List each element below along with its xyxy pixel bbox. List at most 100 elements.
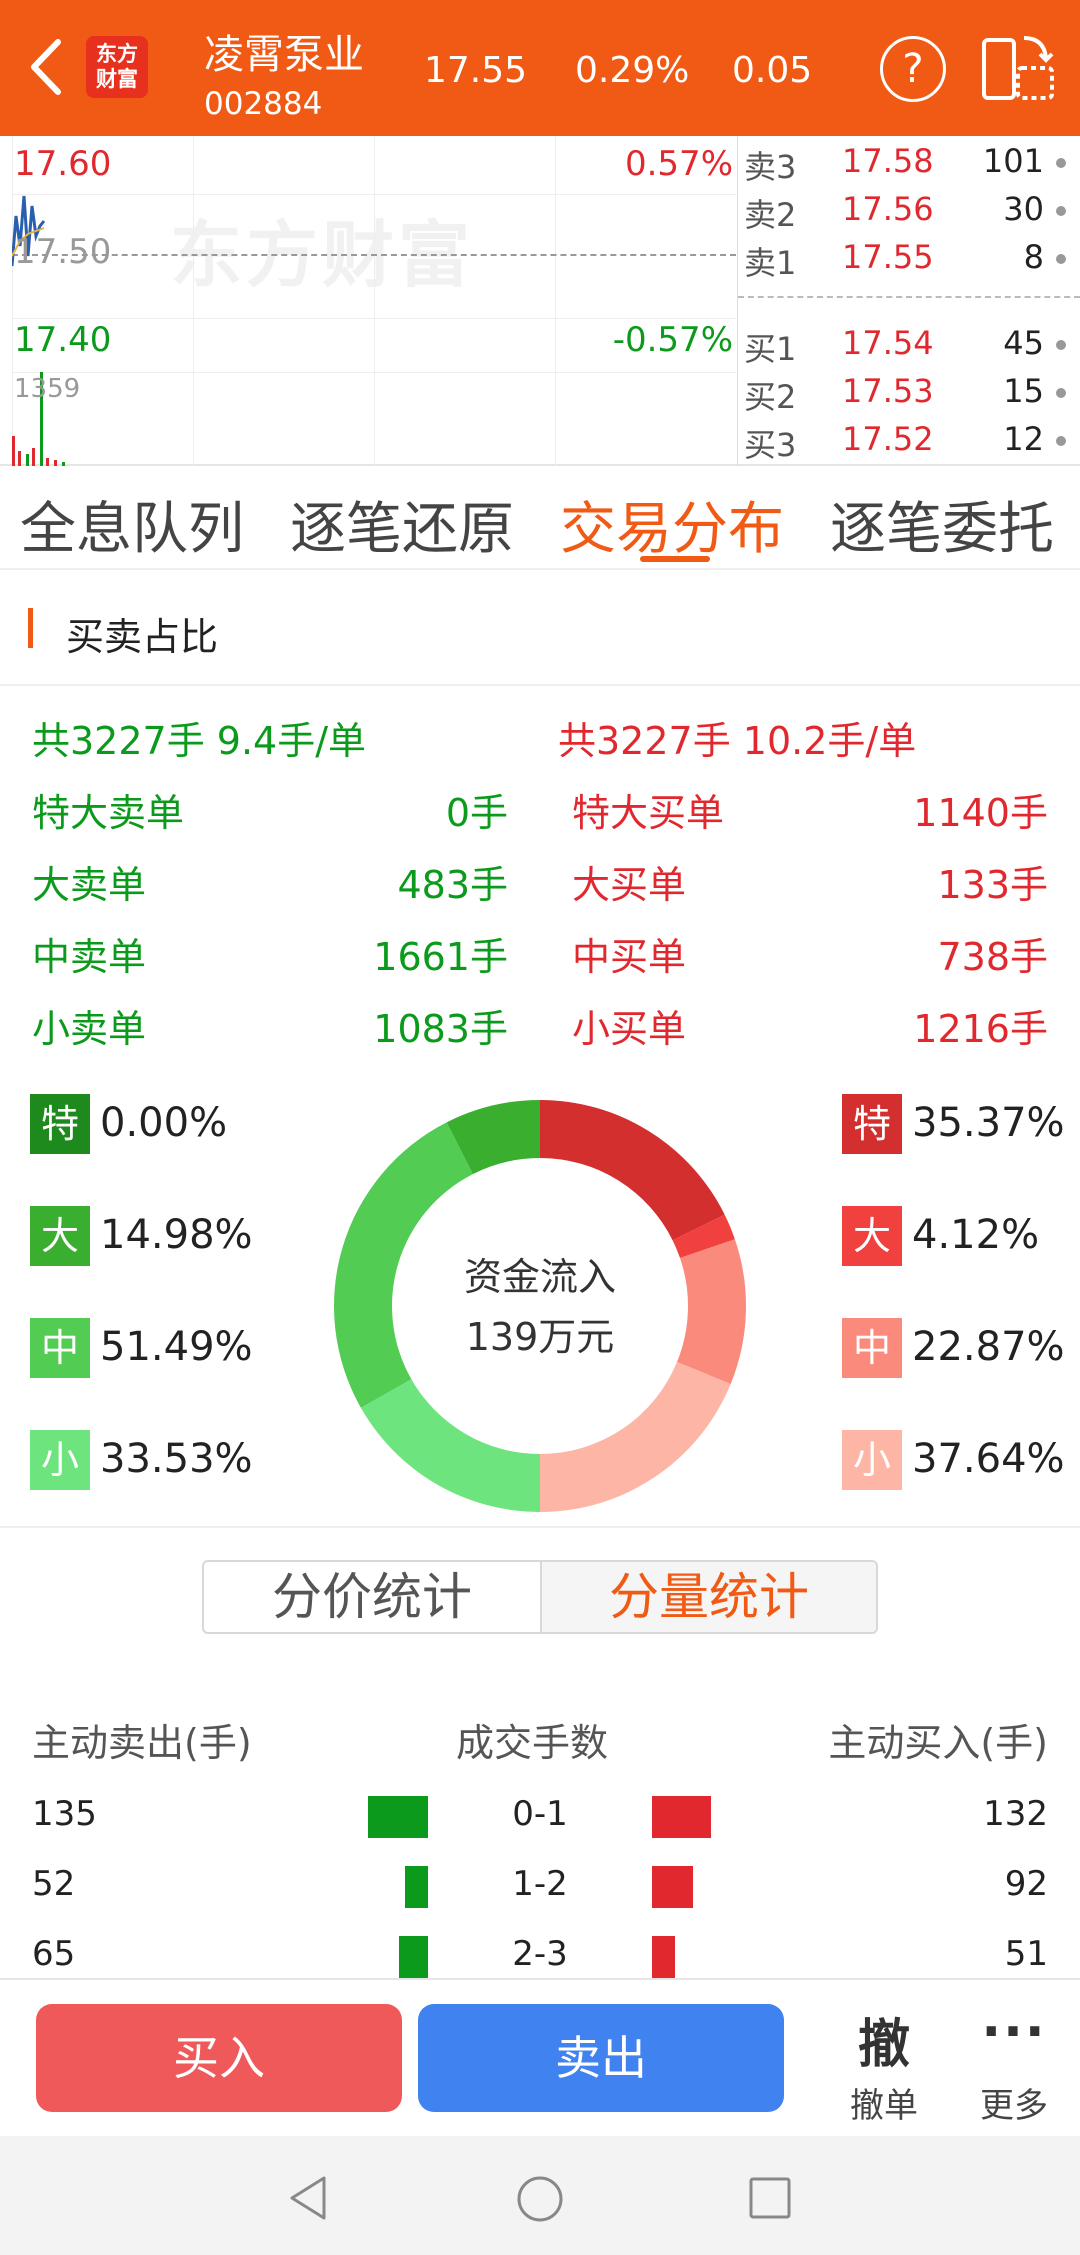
buy-bar <box>652 1936 675 1978</box>
bid-price: 17.53 <box>842 372 934 410</box>
section-title: 买卖占比 <box>66 615 219 659</box>
more-button[interactable]: ··· 更多 <box>954 2002 1074 2127</box>
prev-close-line <box>12 254 736 256</box>
system-navigation-bar <box>0 2136 1080 2255</box>
buy-value-l: 133手 <box>937 863 1048 907</box>
back-triangle-icon[interactable] <box>286 2174 330 2222</box>
donut-center-value: 139万元 <box>465 1315 615 1359</box>
dot-icon <box>1056 158 1066 168</box>
sell-s-pct: 33.53% <box>100 1436 253 1482</box>
active-tab-indicator <box>640 556 710 562</box>
buy-l-pct: 4.12% <box>912 1212 1040 1258</box>
tab-tick-orders[interactable]: 逐笔委托 <box>830 497 1054 562</box>
buy-label-l: 大买单 <box>572 863 687 907</box>
table-row: 65 2-3 51 <box>0 1924 1080 1978</box>
landscape-switch-button[interactable] <box>980 32 1056 104</box>
chart-high-price: 17.60 <box>14 144 112 184</box>
grid-line <box>12 136 13 466</box>
change-amount: 0.05 <box>732 50 813 91</box>
col-header-active-buy: 主动买入(手) <box>828 1721 1048 1765</box>
donut-sell-segment <box>334 1122 473 1408</box>
buy-label-s: 小买单 <box>572 1007 687 1051</box>
buy-bar <box>652 1866 693 1908</box>
bid-row[interactable]: 买2 17.53 15 <box>738 368 1080 416</box>
lot-range: 1-2 <box>512 1864 568 1904</box>
dot-icon <box>1056 340 1066 350</box>
ask-label: 卖1 <box>744 244 797 282</box>
more-label: 更多 <box>980 2086 1048 2126</box>
detail-tabs: 全息队列 逐笔还原 交易分布 逐笔委托 <box>0 466 1080 570</box>
donut-buy-segment <box>672 1214 735 1259</box>
seg-by-volume[interactable]: 分量统计 <box>540 1562 876 1632</box>
bid-price: 17.54 <box>842 324 934 362</box>
chart-high-pct: 0.57% <box>624 144 733 184</box>
tab-full-queue[interactable]: 全息队列 <box>20 497 244 562</box>
donut-buy-segment <box>676 1239 746 1384</box>
bid-row[interactable]: 买3 17.52 12 <box>738 416 1080 464</box>
badge-m-buy: 中 <box>842 1318 902 1378</box>
bid-row[interactable]: 买1 17.54 45 <box>738 320 1080 368</box>
sell-value-xl: 0手 <box>445 791 508 835</box>
buy-button[interactable]: 买入 <box>36 2004 402 2112</box>
ask-price: 17.55 <box>842 238 934 276</box>
grid-line <box>555 136 556 466</box>
sell-l-pct: 14.98% <box>100 1212 253 1258</box>
intraday-chart[interactable]: 东方财富 17.60 0.57% 17.50 17.40 -0.57% 1359 <box>0 136 738 466</box>
table-row: 135 0-1 132 <box>0 1784 1080 1854</box>
dot-icon <box>1056 206 1066 216</box>
bid-volume: 12 <box>1003 420 1044 458</box>
chevron-left-icon <box>31 39 61 95</box>
ask-row[interactable]: 卖3 17.58 101 <box>738 138 1080 186</box>
bid-label: 买2 <box>744 378 797 416</box>
current-price: 17.55 <box>424 50 528 91</box>
bid-price: 17.52 <box>842 420 934 458</box>
active-sell-value: 65 <box>32 1934 76 1974</box>
back-button[interactable] <box>22 34 72 100</box>
grid-line <box>12 194 736 195</box>
tab-trade-distribution[interactable]: 交易分布 <box>560 497 784 562</box>
sell-bar <box>368 1796 428 1838</box>
section-accent-bar <box>28 608 33 648</box>
recents-square-icon[interactable] <box>748 2176 792 2220</box>
active-sell-value: 52 <box>32 1864 76 1904</box>
active-buy-value: 92 <box>1004 1864 1048 1904</box>
donut-sell-segment <box>360 1379 540 1512</box>
home-circle-icon[interactable] <box>515 2174 565 2224</box>
stock-name: 凌霄泵业 <box>204 32 364 78</box>
badge-m-sell: 中 <box>30 1318 90 1378</box>
cancel-order-button[interactable]: 撤 撤单 <box>824 2002 944 2127</box>
buy-total: 共3227手 10.2手/单 <box>558 719 917 763</box>
trade-action-bar: 买入 卖出 撤 撤单 ··· 更多 <box>0 1978 1080 2136</box>
tab-tick-restore[interactable]: 逐笔还原 <box>290 497 514 562</box>
donut-center-label: 资金流入 <box>463 1255 616 1299</box>
sell-button[interactable]: 卖出 <box>418 2004 784 2112</box>
buy-value-s: 1216手 <box>913 1007 1048 1051</box>
sell-value-m: 1661手 <box>373 935 508 979</box>
change-percent: 0.29% <box>575 50 690 91</box>
donut-buy-segment <box>540 1362 731 1512</box>
book-divider <box>738 296 1080 298</box>
ask-volume: 30 <box>1003 190 1044 228</box>
logo-line2: 财富 <box>96 67 138 91</box>
chart-volume-label: 1359 <box>14 374 81 404</box>
sell-label-l: 大卖单 <box>32 863 147 907</box>
landscape-switch-icon <box>982 36 1054 100</box>
donut-sell-segment <box>446 1100 540 1175</box>
dot-icon <box>1056 254 1066 264</box>
more-icon: ··· <box>981 2002 1047 2062</box>
ask-row[interactable]: 卖2 17.56 30 <box>738 186 1080 234</box>
lot-range: 2-3 <box>512 1934 568 1974</box>
buy-label-xl: 特大买单 <box>572 791 725 835</box>
ask-price: 17.58 <box>842 142 934 180</box>
badge-s-buy: 小 <box>842 1430 902 1490</box>
ask-row[interactable]: 卖1 17.55 8 <box>738 234 1080 282</box>
bid-volume: 15 <box>1003 372 1044 410</box>
seg-by-price[interactable]: 分价统计 <box>272 1568 472 1626</box>
lot-range: 0-1 <box>512 1794 568 1834</box>
mini-quote-panel[interactable]: 东方财富 17.60 0.57% 17.50 17.40 -0.57% 1359 <box>0 136 1080 466</box>
help-button[interactable]: ? <box>880 36 946 102</box>
watermark: 东方财富 <box>170 213 475 297</box>
active-buy-value: 132 <box>983 1794 1048 1834</box>
order-book[interactable]: 卖3 17.58 101 卖2 17.56 30 卖1 17.55 8 买1 1… <box>738 136 1080 466</box>
grid-line <box>374 136 375 466</box>
